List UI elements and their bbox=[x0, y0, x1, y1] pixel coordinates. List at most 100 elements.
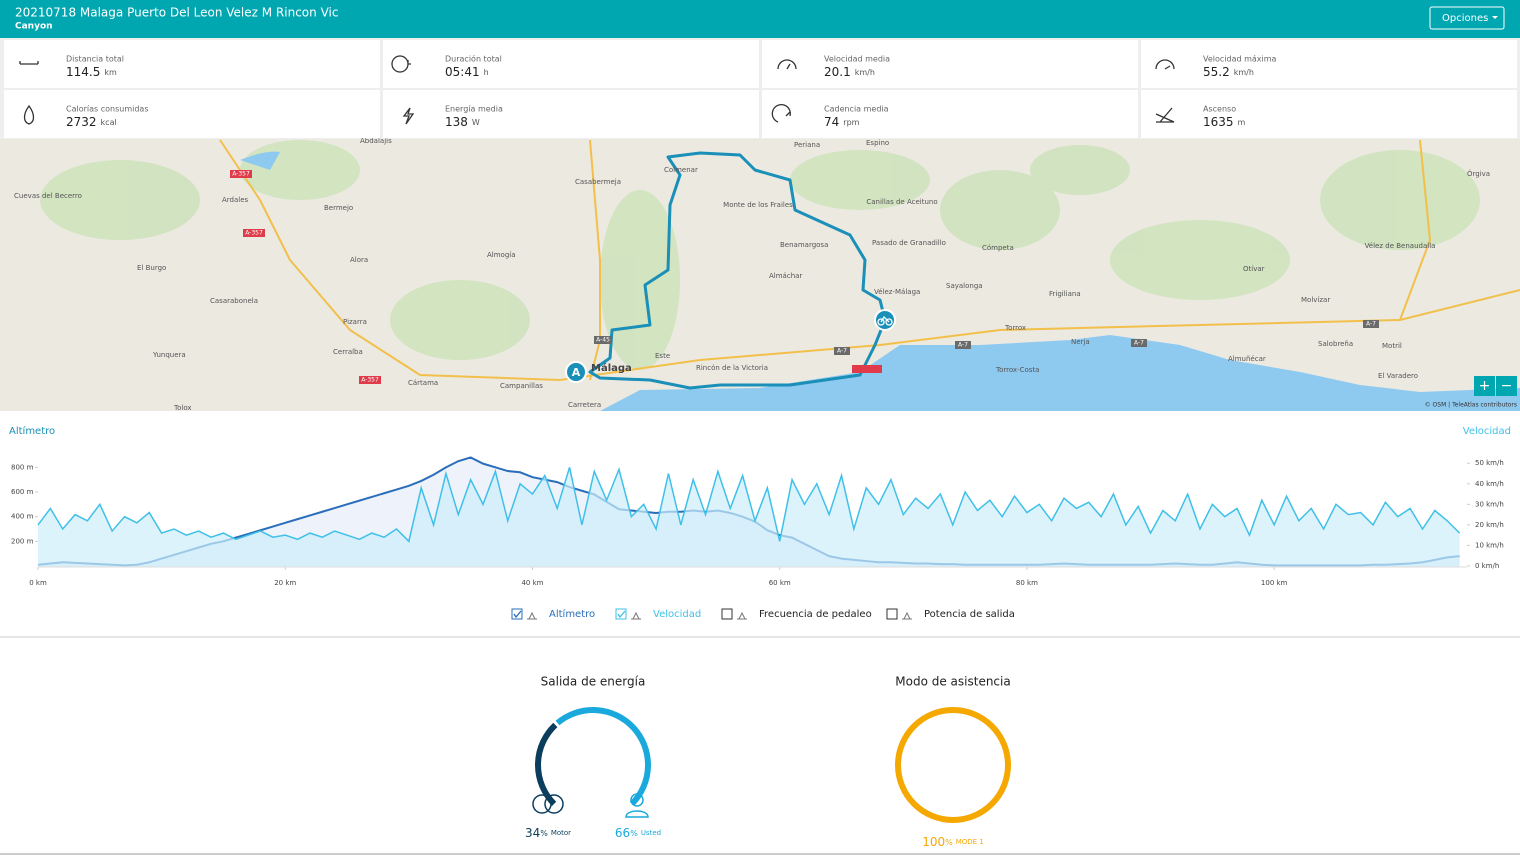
stat-number: 05:41 bbox=[445, 65, 480, 79]
lake bbox=[240, 151, 280, 170]
gauge-unit: % bbox=[540, 829, 548, 838]
map-label: Torrox-Costa bbox=[995, 366, 1039, 374]
stat-label: Ascenso bbox=[1203, 105, 1236, 114]
zoom-in-label[interactable]: + bbox=[1479, 378, 1491, 394]
zoom-out[interactable] bbox=[1496, 376, 1517, 396]
caret bbox=[1492, 16, 1498, 19]
stat-value: 55.2 km/h bbox=[1203, 65, 1254, 79]
map-label: Benamargosa bbox=[780, 241, 828, 249]
map-label: Almogía bbox=[487, 251, 516, 259]
zoom-out-label[interactable]: − bbox=[1501, 378, 1513, 394]
gauge-icon bbox=[625, 793, 649, 818]
stat-value: 1635 m bbox=[1203, 115, 1246, 129]
road-label: A-7 bbox=[837, 348, 847, 355]
legend-checkbox[interactable] bbox=[886, 608, 898, 620]
map-label: Motril bbox=[1382, 342, 1402, 350]
map-label: Molvízar bbox=[1301, 296, 1330, 304]
road-label: A-357 bbox=[361, 377, 379, 384]
stat-number: 74 bbox=[824, 115, 839, 129]
stat-card bbox=[762, 90, 1138, 138]
stat-value: 74 rpm bbox=[824, 115, 860, 129]
map-label: Casabermeja bbox=[575, 178, 621, 186]
sea bbox=[600, 335, 1520, 411]
options-label[interactable]: Opciones bbox=[1442, 13, 1488, 24]
map-label: Cómpeta bbox=[982, 244, 1014, 252]
gauge-title: Modo de asistencia bbox=[895, 675, 1010, 689]
attribution: © OSM | TeleAtlas contributors bbox=[1425, 402, 1517, 409]
gauge-icon bbox=[532, 794, 564, 814]
stat-icon bbox=[771, 104, 791, 123]
map-label: Cártama bbox=[408, 379, 438, 387]
map-label: Pizarra bbox=[343, 318, 367, 326]
stat-icon bbox=[777, 59, 797, 70]
map-label: Este bbox=[655, 352, 670, 360]
series-area bbox=[38, 467, 1460, 567]
stat-label: Distancia total bbox=[66, 55, 124, 64]
map-label: Tolox bbox=[173, 404, 192, 412]
header-bar bbox=[0, 0, 1520, 38]
zoom-in[interactable] bbox=[1474, 376, 1495, 396]
gauge-legend: 34% Motor bbox=[525, 826, 571, 840]
map-label: Carretera bbox=[568, 401, 601, 409]
stat-value: 2732 kcal bbox=[66, 115, 117, 129]
stat-unit: kcal bbox=[101, 118, 117, 127]
stat-number: 55.2 bbox=[1203, 65, 1230, 79]
stat-icon bbox=[391, 55, 411, 73]
x-tick-label: 60 km bbox=[769, 579, 791, 587]
stat-card bbox=[762, 40, 1138, 88]
start-marker-label: A bbox=[572, 366, 581, 379]
y2-axis-label: Velocidad bbox=[1463, 426, 1511, 437]
gauge-arc bbox=[535, 722, 558, 807]
options-button[interactable] bbox=[1429, 6, 1505, 30]
road-label: A-357 bbox=[245, 230, 263, 237]
series-line bbox=[37, 466, 1461, 543]
stat-card bbox=[383, 90, 759, 138]
stat-unit: km bbox=[104, 68, 117, 77]
stat-card bbox=[1141, 40, 1517, 88]
legend-checkbox[interactable] bbox=[511, 608, 523, 620]
map-label: Órgiva bbox=[1467, 169, 1490, 178]
map-label: Pasado de Granadillo bbox=[872, 239, 946, 247]
map-label: Torrox bbox=[1004, 324, 1026, 332]
stat-number: 20.1 bbox=[824, 65, 851, 79]
map-label: Rincón de la Victoria bbox=[696, 364, 768, 372]
map-label: Málaga bbox=[591, 362, 632, 374]
stat-value: 20.1 km/h bbox=[824, 65, 875, 79]
stat-number: 138 bbox=[445, 115, 468, 129]
stat-unit: m bbox=[1238, 118, 1246, 127]
legend-icon bbox=[527, 611, 537, 620]
road-label: A-357 bbox=[232, 171, 250, 178]
map-label: Frigiliana bbox=[1049, 290, 1081, 298]
stat-number: 1635 bbox=[1203, 115, 1234, 129]
legend-label[interactable]: Velocidad bbox=[653, 609, 701, 620]
legend-label[interactable]: Frecuencia de pedaleo bbox=[759, 609, 872, 620]
legend-checkbox[interactable] bbox=[615, 608, 627, 620]
stat-card bbox=[1141, 90, 1517, 138]
map-label: Ardales bbox=[222, 196, 249, 204]
map-label: Almáchar bbox=[769, 272, 802, 280]
y-tick-label: 800 m bbox=[11, 463, 34, 471]
legend-label[interactable]: Altímetro bbox=[549, 608, 595, 620]
route bbox=[588, 151, 887, 390]
y2-tick-label: 30 km/h bbox=[1475, 500, 1504, 508]
road-label: A-45 bbox=[596, 337, 610, 344]
y2-tick-label: 20 km/h bbox=[1475, 521, 1504, 529]
stat-value: 05:41 h bbox=[445, 65, 489, 79]
stat-card bbox=[383, 40, 759, 88]
legend-icon bbox=[631, 611, 641, 620]
road-label: A-7 bbox=[1366, 321, 1376, 328]
legend-checkbox[interactable] bbox=[721, 608, 733, 620]
gauge-value: 100 bbox=[922, 835, 945, 849]
map-label: Canillas de Aceituno bbox=[866, 198, 937, 206]
stat-icon bbox=[23, 104, 35, 125]
map-label: Campanillas bbox=[500, 382, 543, 390]
y-axis-label: Altímetro bbox=[9, 425, 55, 437]
stat-unit: km/h bbox=[1234, 68, 1254, 77]
start-marker[interactable] bbox=[565, 361, 587, 383]
x-tick-label: 20 km bbox=[274, 579, 296, 587]
y2-tick-label: 50 km/h bbox=[1475, 459, 1504, 467]
y2-tick-label: 0 km/h bbox=[1475, 562, 1499, 570]
legend-icon bbox=[737, 611, 747, 620]
legend-label[interactable]: Potencia de salida bbox=[924, 609, 1015, 620]
